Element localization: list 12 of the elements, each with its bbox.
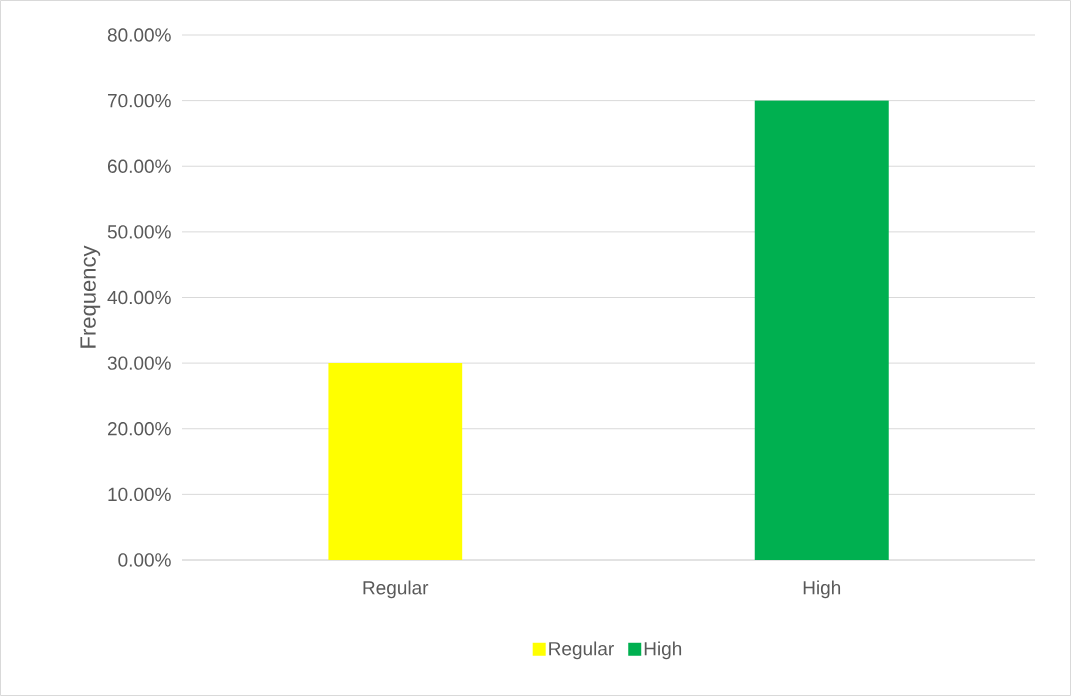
y-axis-title: Frequency <box>80 245 101 348</box>
y-tick-label: 80.00% <box>107 28 171 42</box>
y-tick-label: 0.00% <box>118 553 171 567</box>
y-tick-label: 70.00% <box>108 93 171 108</box>
legend-label: Regular <box>549 641 614 660</box>
legend-label: High <box>644 641 682 660</box>
y-tick-label: 60.00% <box>107 159 171 173</box>
y-tick-label: 50.00% <box>107 225 171 239</box>
y-tick-label: 30.00% <box>107 356 171 370</box>
y-tick-label: 40.00% <box>107 290 171 305</box>
y-tick-label: 20.00% <box>107 422 171 436</box>
y-tick-label: 10.00% <box>108 487 171 502</box>
